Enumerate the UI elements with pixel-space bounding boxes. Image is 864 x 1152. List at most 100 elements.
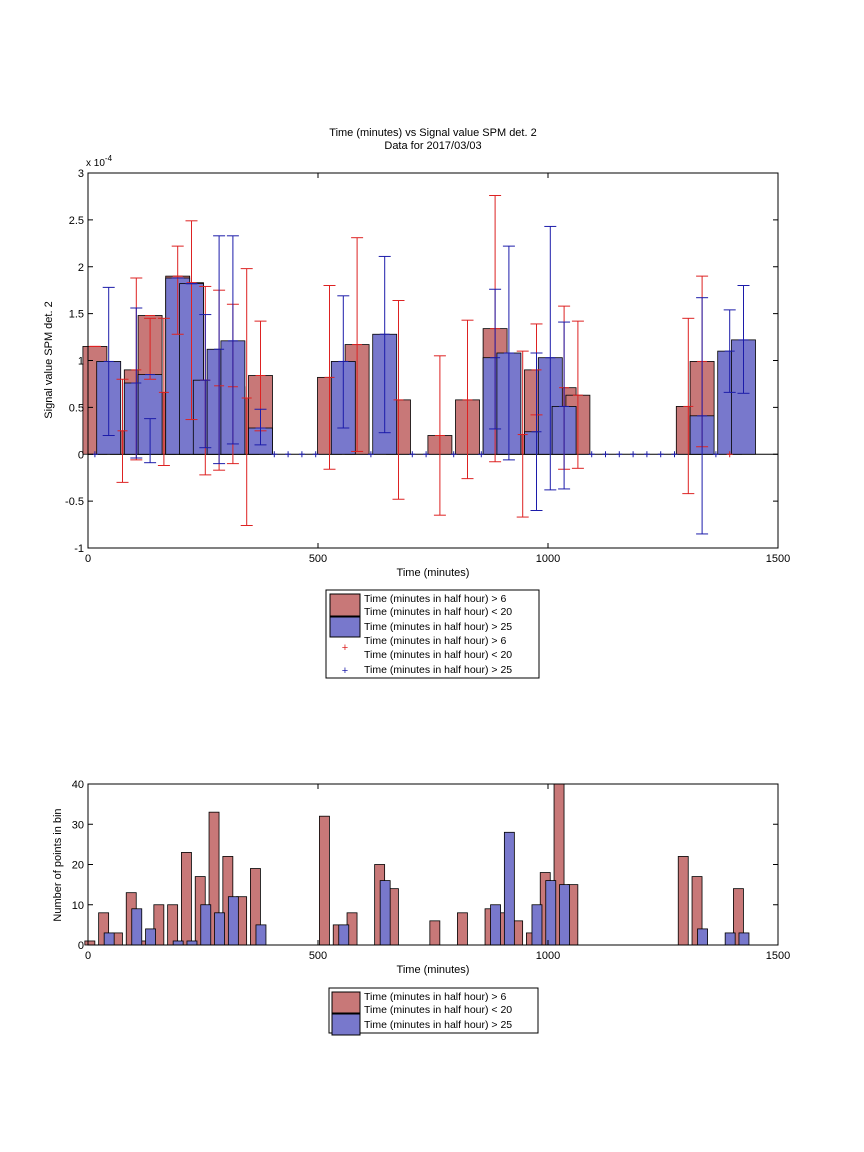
y-tick-label: 1 — [78, 356, 84, 368]
legend-label-line1: Time (minutes in half hour) > 25 — [364, 664, 512, 676]
errorbar-red — [185, 220, 198, 421]
count-bar-blue — [131, 908, 143, 946]
zero-marker — [312, 451, 319, 458]
legend-box — [325, 589, 540, 679]
errorbar-blue — [489, 288, 502, 430]
legend-swatch-red-plus: + — [342, 642, 348, 654]
errorbar-red — [516, 350, 529, 518]
zero-marker — [423, 451, 430, 458]
x-tick-label: 500 — [309, 950, 327, 962]
zero-marker — [367, 451, 374, 458]
count-bar-red — [84, 940, 96, 946]
count-bar-blue — [227, 896, 239, 946]
count-bar-red — [429, 920, 441, 946]
y-tick-label: 0 — [78, 449, 84, 461]
y-tick-label: 30 — [72, 819, 84, 831]
zero-marker — [409, 451, 416, 458]
zero-marker — [726, 451, 733, 458]
y-tick-label: 2.5 — [69, 215, 84, 227]
y-exponent-label: x 10-4 — [86, 154, 113, 169]
y-tick-label: 0 — [78, 940, 84, 952]
errorbar-red — [171, 245, 184, 335]
legend-swatch-blue-bar — [331, 1013, 361, 1036]
count-bar-blue — [531, 904, 543, 946]
zero-marker-group — [91, 451, 733, 458]
errorbar-blue — [144, 374, 157, 464]
y-axis-label: Number of points in bin — [52, 808, 64, 921]
y-tick-label: -1 — [74, 543, 84, 555]
legend-entry: Time (minutes in half hour) > 6 Time (mi… — [329, 593, 512, 618]
y-tick-label: 10 — [72, 900, 84, 912]
y-tick-label: -0.5 — [65, 496, 84, 508]
x-tick-label: 1500 — [766, 553, 790, 565]
legend-swatch-red-bar — [329, 593, 361, 617]
y-tick-label: 40 — [72, 779, 84, 791]
signal-chart: Time (minutes) vs Signal value SPM det. … — [43, 127, 790, 679]
errorbar-blue — [558, 321, 571, 490]
zero-marker — [630, 451, 637, 458]
errorbar-blue — [723, 309, 736, 393]
zero-marker — [657, 451, 664, 458]
count-bar-red — [181, 852, 192, 946]
x-tick-label: 1000 — [536, 950, 560, 962]
x-axis-label: Time (minutes) — [397, 567, 470, 579]
count-bar-blue — [338, 924, 350, 946]
legend-entry: Time (minutes in half hour) > 6 Time (mi… — [331, 991, 512, 1016]
count-bar-blue — [503, 831, 515, 946]
zero-marker — [450, 451, 457, 458]
count-bar-blue — [255, 924, 267, 946]
count-bar-blue — [145, 928, 156, 946]
count-chart: 0 500 1000 1500 0 10 20 30 40 Time (minutes) Num… — [52, 779, 790, 1036]
x-tick-label: 0 — [85, 950, 91, 962]
legend-swatch-blue-bar — [329, 616, 361, 638]
errorbar-blue — [102, 286, 115, 436]
y-exponent-base: x 10 — [86, 158, 105, 169]
legend-swatch-red-bar — [331, 991, 361, 1014]
errorbar-blue — [544, 225, 557, 491]
y-exponent-power: -4 — [105, 154, 113, 163]
zero-marker — [643, 451, 650, 458]
zero-marker — [271, 451, 278, 458]
errorbar-blue — [130, 307, 143, 459]
errorbar-red — [144, 315, 157, 380]
y-tick-label: 2 — [78, 262, 84, 274]
legend-label-line2: Time (minutes in half hour) < 20 — [364, 649, 512, 661]
errorbar-blue — [378, 255, 391, 434]
legend: Time (minutes in half hour) > 6 Time (mi… — [325, 589, 540, 679]
zero-marker — [298, 451, 305, 458]
count-bar-red — [167, 904, 179, 946]
zero-marker — [478, 451, 485, 458]
legend-entry: + Time (minutes in half hour) > 6 Time (… — [342, 635, 513, 661]
errorbar-red — [240, 268, 253, 526]
errorbar-red — [351, 237, 364, 452]
count-bar-red — [319, 815, 330, 946]
errorbar-blue — [226, 235, 239, 445]
errorbar-blue — [502, 245, 515, 461]
count-bar-red — [677, 856, 689, 946]
legend-box — [328, 987, 539, 1034]
zero-marker — [671, 451, 678, 458]
axis-ticks: 0 500 1000 1500 0 10 20 30 40 — [72, 779, 790, 962]
errorbar-blue — [213, 235, 226, 465]
legend-label-line1: Time (minutes in half hour) > 6 — [364, 635, 506, 647]
count-bar-red — [457, 912, 468, 946]
errorbar-red — [323, 285, 336, 470]
y-tick-label: 20 — [72, 860, 84, 872]
y-tick-label: 1.5 — [69, 309, 84, 321]
errorbar-blue — [530, 352, 543, 511]
count-bar-blue — [172, 940, 184, 946]
errorbar-blue — [696, 297, 709, 535]
errorbar-red — [571, 320, 584, 469]
legend-entry: Time (minutes in half hour) > 25 — [331, 1013, 512, 1036]
legend: Time (minutes in half hour) > 6 Time (mi… — [328, 987, 539, 1036]
chart-subtitle: Data for 2017/03/03 — [384, 140, 481, 152]
count-bar-blue — [545, 880, 557, 946]
legend-swatch-blue-plus: + — [342, 665, 348, 677]
count-bar-blue — [200, 904, 212, 946]
legend-entry: + Time (minutes in half hour) > 25 — [342, 664, 513, 677]
legend-label-line1: Time (minutes in half hour) > 6 — [364, 991, 506, 1003]
legend-label-line1: Time (minutes in half hour) > 25 — [364, 1019, 512, 1031]
count-bar-blue — [724, 932, 736, 946]
count-bar-blue — [214, 912, 225, 946]
